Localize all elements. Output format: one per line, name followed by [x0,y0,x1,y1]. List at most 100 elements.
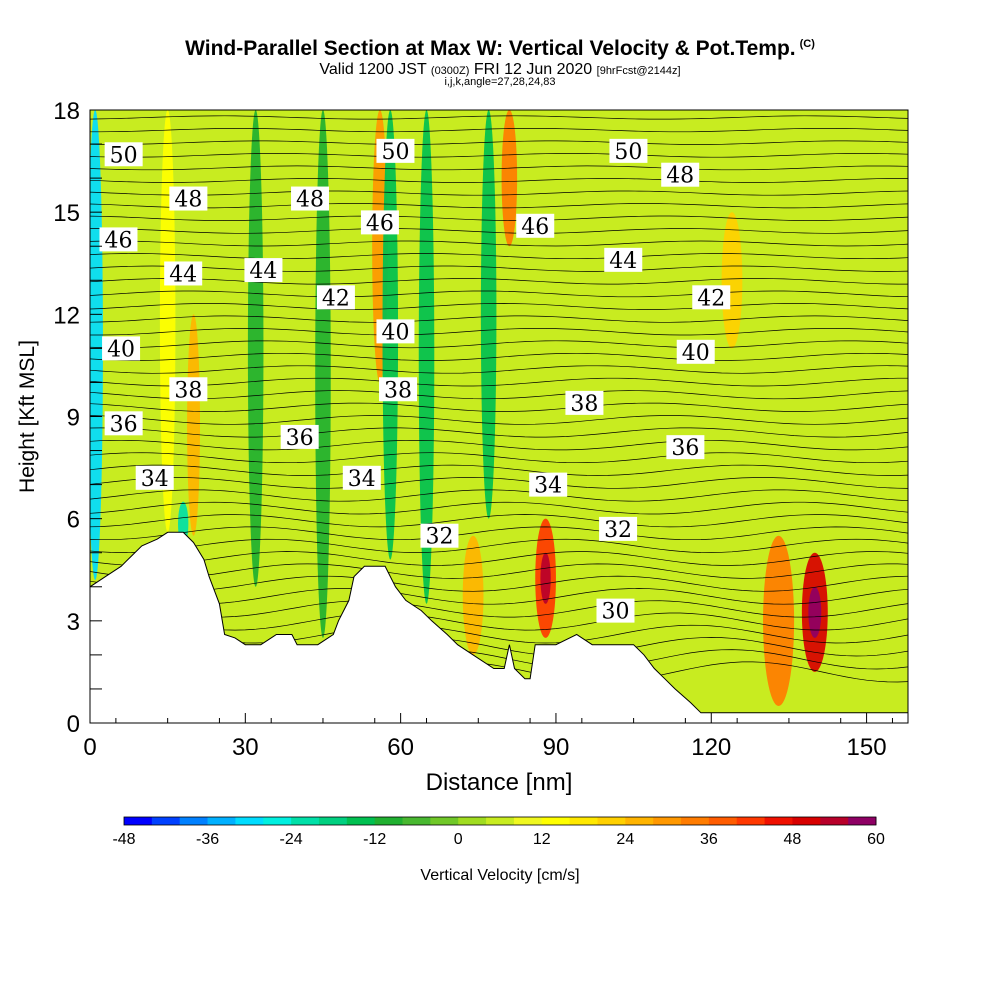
theta-label-text: 38 [570,392,598,417]
theta-label-22: 36 [666,435,705,461]
theta-label-5: 48 [661,162,700,189]
theta-label-14: 40 [102,336,141,362]
theta-label-text: 42 [697,286,725,311]
colorbar-swatch-18 [625,817,654,825]
theta-label-26: 32 [420,523,459,550]
copyright-tag: (C) [799,38,815,50]
theta-label-8: 46 [516,213,555,240]
theta-isoline-40 [90,165,908,171]
theta-label-box [609,138,648,163]
theta-label-box [516,213,555,238]
theta-label-25: 34 [529,472,568,499]
theta-label-text: 48 [666,164,694,189]
theta-label-box [661,162,700,187]
theta-isoline-7 [90,575,908,592]
colorbar-swatch-12 [458,817,487,825]
theta-label-box [316,285,355,310]
colorbar-swatch-14 [513,817,543,825]
colorbar: -48 -36 -24 -12 0 12 24 36 48 60 Vertical Velocity… [112,816,885,884]
theta-isoline-34 [90,240,908,247]
theta-label-20: 36 [104,411,143,437]
colorbar-swatch-26 [848,817,877,825]
x-tick-label-1: 30 [232,734,259,761]
theta-label-box [565,390,604,415]
colorbar-swatch-9 [374,817,404,825]
theta-label-box [244,258,283,283]
theta-label-text: 44 [249,259,277,284]
theta-label-text: 42 [322,286,350,311]
theta-label-2: 50 [609,138,648,165]
velocity-band-8 [418,110,435,604]
colorbar-frame [123,816,877,826]
theta-label-box [99,227,138,252]
theta-isoline-12 [90,514,908,528]
x-tick-label-3: 90 [543,734,570,761]
colorbar-swatch-3 [207,817,236,825]
theta-label-box [104,411,143,436]
colorbar-tick-2: -24 [280,831,303,848]
y-tick-label-6: 18 [53,98,80,125]
y-tick-label-0: 0 [67,711,80,738]
theta-labels: 50 50 50 48 48 48 46 46 46 44 44 44 42 42 40 40 40 38 38 38… [99,138,731,625]
theta-label-9: 44 [164,261,203,287]
theta-label-text: 46 [521,215,549,240]
theta-label-21: 36 [280,424,319,451]
theta-label-17: 38 [169,377,208,403]
theta-label-box [169,186,208,211]
colorbar-swatch-1 [151,817,181,825]
theta-isoline-35 [90,228,908,234]
theta-label-12: 42 [316,285,355,311]
colorbar-tick-9: 60 [867,831,885,848]
theta-isoline-43 [90,128,908,133]
theta-label-box [280,424,319,449]
theta-label-text: 34 [141,467,169,492]
colorbar-swatch-7 [318,817,348,825]
theta-label-box [604,247,643,272]
colorbar-swatch-13 [486,817,515,825]
theta-label-19: 38 [565,390,604,417]
colorbar-swatch-21 [708,817,738,825]
theta-label-23: 34 [135,465,174,492]
theta-label-box [529,472,568,497]
colorbar-tick-8: 48 [784,831,802,848]
y-tick-label-1: 3 [67,609,80,636]
y-tick-label-3: 9 [67,405,80,432]
theta-isoline-25 [90,352,908,361]
x-axis-label: Distance [nm] [426,769,573,796]
velocity-band-1 [159,110,176,533]
theta-label-box [360,210,399,235]
x-tick-label-5: 150 [847,734,887,761]
theta-label-3: 48 [169,186,208,213]
velocity-band-14 [721,212,743,349]
colorbar-swatch-24 [792,817,821,825]
theta-isoline-26 [90,340,908,349]
theta-isoline-21 [90,402,908,412]
theta-label-10: 44 [244,258,283,284]
theta-isoline-38 [90,190,908,196]
theta-label-11: 44 [604,247,643,274]
colorbar-swatch-0 [124,817,153,825]
theta-label-box [666,435,705,460]
colorbar-swatch-17 [597,817,626,825]
theta-label-box [342,465,381,490]
theta-label-28: 30 [596,598,635,625]
colorbar-swatch-11 [430,817,459,825]
colorbar-tick-3: -12 [363,831,386,848]
colorbar-swatch-10 [402,817,431,825]
velocity-band-13 [540,552,551,604]
theta-isoline-19 [90,427,908,438]
theta-isoline-37 [90,203,908,209]
chart-subtitle: Valid 1200 JST (0300Z) FRI 12 Jun 2020 [… [319,61,681,78]
theta-isoline-5 [90,600,908,618]
theta-label-text: 48 [296,188,324,213]
theta-label-1: 50 [376,138,415,165]
colorbar-tick-4: 0 [454,831,463,848]
velocity-field [90,110,908,723]
colorbar-swatch-19 [653,817,682,825]
colorbar-swatch-5 [263,817,292,825]
theta-label-4: 48 [291,186,330,213]
theta-isoline-11 [90,526,908,541]
theta-label-text: 44 [169,262,197,287]
